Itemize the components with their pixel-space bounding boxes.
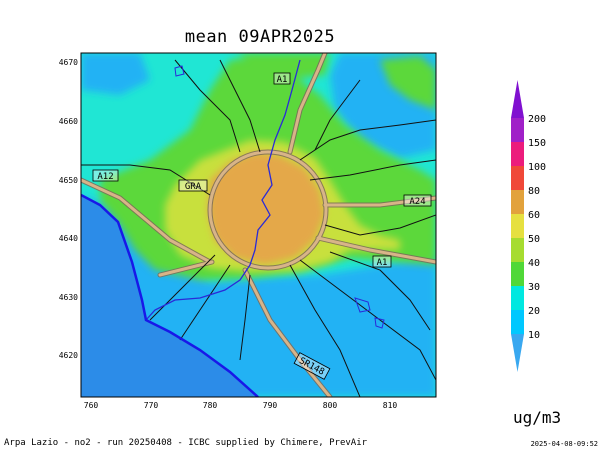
svg-text:A1: A1 [377, 258, 388, 268]
colorbar-segment [511, 142, 524, 166]
colorbar-segment [511, 262, 524, 286]
unit-label: ug/m3 [513, 408, 562, 427]
colorbar-segment [511, 334, 524, 372]
y-tick-label: 4640 [59, 234, 78, 243]
road-label-a12: A12 [92, 169, 119, 182]
concentration-field [81, 53, 436, 397]
lake [354, 297, 371, 313]
x-tick-label: 810 [383, 401, 398, 410]
colorbar: 10 20 30 40 50 60 80 100 150 200 [511, 80, 546, 372]
footer-credits: Arpa Lazio - no2 - run 20250408 - ICBC s… [4, 438, 368, 448]
lake [374, 317, 385, 329]
svg-text:A1: A1 [277, 75, 288, 85]
colorbar-segment [511, 118, 524, 142]
y-tick-label: 4660 [59, 117, 78, 126]
coastline [81, 193, 259, 397]
colorbar-segment [511, 80, 524, 118]
colorbar-tick-label: 100 [528, 162, 546, 173]
colorbar-tick-label: 200 [528, 114, 546, 125]
svg-text:A24: A24 [409, 197, 425, 207]
colorbar-tick-label: 20 [528, 306, 540, 317]
x-tick-label: 790 [263, 401, 278, 410]
y-axis: 4670 4660 4650 4640 4630 4620 [59, 58, 78, 360]
colorbar-tick-label: 40 [528, 258, 540, 269]
colorbar-segment [511, 238, 524, 262]
road-network [81, 53, 436, 397]
road-label-a1-north: A1 [273, 72, 291, 85]
colorbar-segment [511, 214, 524, 238]
x-axis: 760 770 780 790 800 810 [84, 401, 398, 410]
colorbar-tick-label: 80 [528, 186, 540, 197]
y-tick-label: 4650 [59, 176, 78, 185]
map-frame [80, 52, 437, 398]
road-label-a24: A24 [403, 194, 432, 207]
x-tick-label: 800 [323, 401, 338, 410]
y-tick-label: 4670 [59, 58, 78, 67]
colorbar-segment [511, 286, 524, 310]
colorbar-tick-label: 150 [528, 138, 546, 149]
road-label-a1-south: A1 [372, 255, 392, 268]
run-timestamp: 2025-04-08-09:52 [530, 440, 598, 448]
colorbar-tick-label: 60 [528, 210, 540, 221]
x-tick-label: 780 [203, 401, 218, 410]
y-tick-label: 4630 [59, 293, 78, 302]
colorbar-tick-label: 50 [528, 234, 540, 245]
svg-text:GRA: GRA [185, 182, 202, 192]
minor-roads [81, 59, 436, 397]
y-tick-label: 4620 [59, 351, 78, 360]
colorbar-tick-label: 30 [528, 282, 540, 293]
lake [174, 65, 185, 77]
road-label-gra: GRA [178, 179, 208, 192]
x-tick-label: 770 [144, 401, 159, 410]
colorbar-segment [511, 166, 524, 190]
map-title: mean 09APR2025 [184, 27, 336, 47]
svg-text:A12: A12 [97, 172, 113, 182]
colorbar-tick-label: 10 [528, 330, 540, 341]
river [145, 59, 301, 321]
colorbar-segment [511, 310, 524, 334]
road-labels: A1 A12 GRA A24 A1 SR148 [92, 72, 432, 380]
x-tick-label: 760 [84, 401, 99, 410]
colorbar-segment [511, 190, 524, 214]
